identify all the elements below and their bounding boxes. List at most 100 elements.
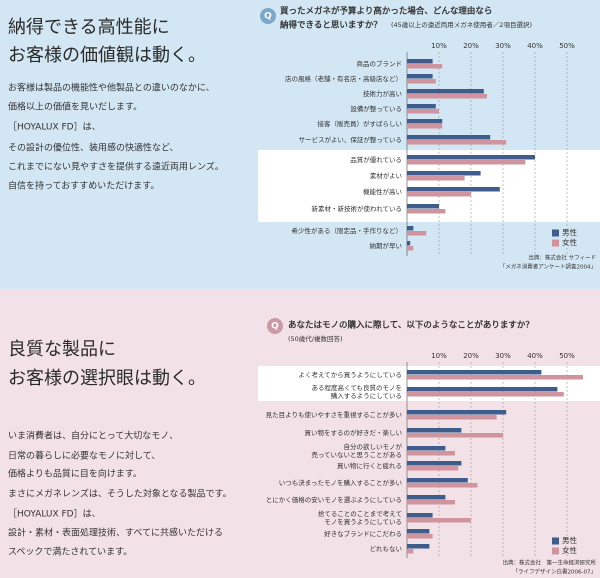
x-tick-label: 40% (527, 42, 543, 50)
bar (407, 160, 526, 165)
x-tick-label: 50% (559, 42, 575, 50)
bar (407, 135, 491, 140)
bar (407, 549, 414, 554)
category-label: 素材がよい (370, 171, 402, 180)
bar (407, 246, 414, 251)
body-text: ［HOYALUX FD］は、 (8, 509, 101, 520)
heading: 良質な製品に (8, 339, 116, 360)
x-tick-label: 20% (463, 42, 479, 50)
bar (407, 518, 471, 523)
body-text: 価格よりも品質に目を向けます。 (8, 468, 142, 480)
legend-label: 男性 (562, 535, 577, 545)
bar (407, 392, 564, 397)
bar (407, 375, 583, 380)
bar (407, 231, 427, 236)
q-badge (260, 8, 276, 24)
q-badge (267, 318, 283, 334)
legend-swatch (552, 239, 559, 247)
bar (407, 534, 433, 539)
category-label: 技術力が高い (363, 89, 402, 98)
source: 出典：株式会社 第一生命経済研究所 (502, 559, 596, 567)
bar (407, 410, 507, 415)
body-text: スペックで満たされています。 (8, 547, 132, 558)
category-label: 接客（販売員）がすばらしい (318, 119, 403, 128)
category-label: 自分の欲しいモノが売っていないと思うことがある (311, 442, 402, 459)
category-label: 品質が優れている (350, 155, 402, 164)
bar (407, 119, 443, 124)
bar (407, 171, 481, 176)
bar (407, 387, 558, 392)
legend-label: 女性 (562, 237, 577, 247)
bar (407, 124, 443, 129)
x-tick-label: 50% (559, 352, 575, 360)
bar (407, 187, 500, 192)
bar (407, 89, 484, 94)
legend-label: 女性 (562, 545, 577, 555)
bar (407, 79, 436, 84)
bar (407, 513, 433, 518)
category-label: 納期が早い (370, 241, 403, 250)
category-label: 機能性が高い (363, 187, 402, 196)
body-text: 日常の暮らしに必要なモノに対して、 (8, 450, 160, 462)
body-text: これまでにない見やすさを提供する遠近両用レンズ。 (8, 161, 224, 173)
bar (407, 483, 478, 488)
bar (407, 500, 455, 505)
category-label: 買い物をするのが好きだ・楽しい (305, 428, 403, 437)
legend-swatch (552, 229, 559, 237)
x-tick-label: 40% (527, 352, 543, 360)
bar (407, 241, 411, 246)
body-text: ［HOYALUX FD］は、 (8, 122, 101, 133)
source: 出典：株式会社 サフィード (528, 254, 596, 262)
body-text: いま消費者は、自分にとって大切なモノ、 (8, 430, 178, 442)
chart-title: あなたはモノの購入に際して、以下のようなことがありますか？ (288, 320, 534, 331)
bar (407, 64, 443, 69)
category-label: どれもない (370, 545, 403, 553)
bar (407, 155, 535, 160)
bar (407, 94, 487, 99)
category-label: 店の風格（老舗・有名店・高級店など） (285, 74, 402, 83)
legend-label: 男性 (562, 227, 577, 237)
chart-subtitle: (50歳代/複数回答) (288, 334, 343, 343)
bar (407, 446, 446, 451)
x-tick-label: 20% (463, 352, 479, 360)
bar (407, 59, 433, 64)
bar (407, 109, 439, 114)
x-tick-label: 10% (431, 352, 447, 360)
bar (407, 192, 471, 197)
bar (407, 495, 446, 500)
source: 「ライフデザイン白書2006-07」 (513, 568, 596, 576)
bar (407, 209, 446, 214)
category-label: とにかく価格の安いモノを選ぶようにしている (266, 495, 402, 504)
body-text: 自信を持っておすすめいただけます。 (8, 180, 159, 192)
bar (407, 204, 439, 209)
body-text: その設計の優位性、装用感の快適性など、 (8, 142, 179, 154)
legend-swatch (552, 537, 559, 545)
category-label: 買い物に行くと疲れる (337, 461, 402, 470)
bar (407, 544, 430, 549)
bar (407, 415, 497, 420)
category-label: 見た目よりも使いやすさを重視することが多い (266, 410, 402, 419)
category-label: 設備が整っている (350, 104, 402, 113)
bar (407, 428, 462, 433)
category-label: 新素材・新技術が使われている (312, 204, 402, 213)
bar (407, 451, 455, 456)
chart-subtitle: (45歳以上の遠近両用メガネ使用者／2項目選択) (391, 20, 532, 29)
body-text: お客様は製品の機能性や他製品との違いのなかに、 (8, 82, 215, 94)
bar (407, 461, 462, 466)
body-text: まさにメガネレンズは、そうした対象となる製品です。 (8, 488, 232, 500)
category-label: 商品のブランド (357, 59, 403, 68)
category-label: いつも決まったモノを購入することが多い (279, 478, 402, 487)
legend-swatch (552, 547, 559, 555)
q-icon: Q (271, 322, 279, 332)
category-label: ある程度高くても良質のモノを購入するようにしている (312, 383, 402, 400)
x-tick-label: 30% (495, 42, 511, 50)
x-tick-label: 30% (495, 352, 511, 360)
category-label: サービスがよい、保証が整っている (299, 135, 402, 144)
body-text: 設計・素材・表面処理技術、すべてに共感いただける (8, 527, 223, 539)
q-icon: Q (264, 12, 272, 22)
bar (407, 104, 436, 109)
heading: 納得できる高性能に (8, 17, 170, 38)
chart-title: 納得できると思いますか？ (280, 20, 382, 31)
category-label: 希少性がある（限定品・手作りなど） (292, 226, 403, 235)
